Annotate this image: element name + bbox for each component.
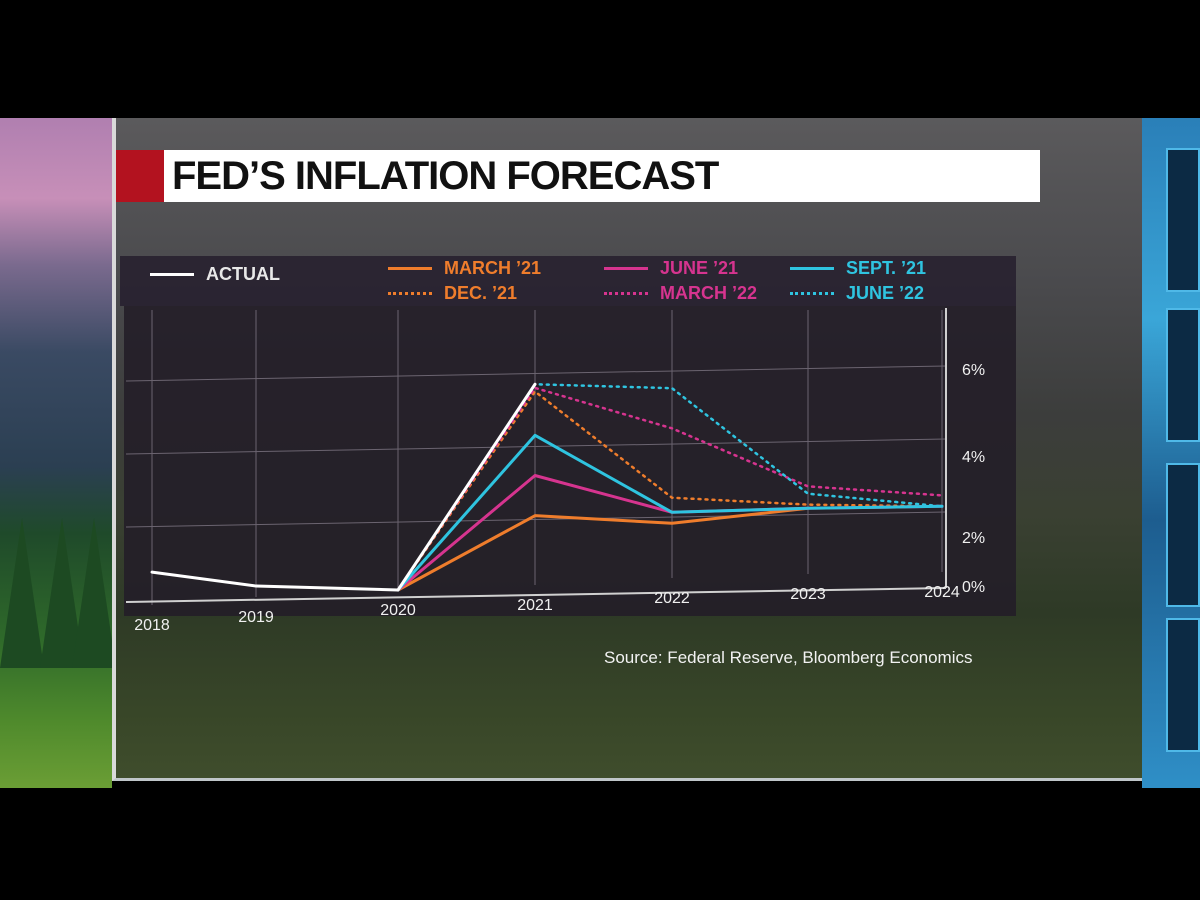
studio-scene: FED’S INFLATION FORECAST ACTUAL MARCH ’2… xyxy=(0,118,1200,788)
x-tick-label: 2022 xyxy=(654,590,690,607)
series-line-june-21 xyxy=(396,474,944,592)
series-line-actual xyxy=(150,382,537,592)
legend-item-sept21: SEPT. ’21 xyxy=(790,258,926,279)
legend-item-actual: ACTUAL xyxy=(150,264,280,285)
legend-swatch-june21 xyxy=(604,267,648,270)
y-tick-label: 4% xyxy=(962,449,985,466)
legend-item-dec21: DEC. ’21 xyxy=(388,283,517,304)
x-tick-label: 2024 xyxy=(924,584,960,601)
legend-swatch-march21 xyxy=(388,267,432,270)
grid-line-y xyxy=(125,438,947,455)
side-monitor xyxy=(1142,118,1200,788)
legend-label-march22: MARCH ’22 xyxy=(660,283,758,303)
legend-item-june21: JUNE ’21 xyxy=(604,258,738,279)
y-tick-label: 0% xyxy=(962,579,985,596)
x-tick-label: 2020 xyxy=(380,602,416,619)
legend-swatch-dec21 xyxy=(388,292,432,295)
chart-title: FED’S INFLATION FORECAST xyxy=(172,154,719,198)
title-bar xyxy=(164,150,1040,202)
legend-label-june22: JUNE ’22 xyxy=(846,283,925,303)
legend-panel xyxy=(120,256,1016,306)
series-line-march-22 xyxy=(396,386,944,592)
legend-swatch-june22 xyxy=(790,292,834,295)
series-line-march-21 xyxy=(396,506,810,592)
x-tick-label: 2019 xyxy=(238,609,274,626)
x-tick-label: 2023 xyxy=(790,586,826,603)
x-axis xyxy=(125,587,947,603)
legend-label-june21: JUNE ’21 xyxy=(660,258,739,278)
series-line-sept-21 xyxy=(396,433,944,592)
legend-label-march21: MARCH ’21 xyxy=(444,258,542,278)
series-line-dec-21 xyxy=(396,390,944,592)
inflation-chart: 2018 2019 2020 2021 2022 2023 2024 0% 2% 4% 6% xyxy=(125,308,985,634)
mountain-scenery xyxy=(0,118,116,788)
series-line-june-22 xyxy=(396,383,944,592)
plot-area xyxy=(124,306,1016,616)
legend-swatch-march22 xyxy=(604,292,648,295)
title-accent xyxy=(116,150,164,202)
legend-label-actual: ACTUAL xyxy=(206,264,280,284)
legend-item-march21: MARCH ’21 xyxy=(388,258,541,279)
legend-label-sept21: SEPT. ’21 xyxy=(846,258,927,278)
legend-label-dec21: DEC. ’21 xyxy=(444,283,518,303)
legend-swatch-actual xyxy=(150,273,194,276)
grid-line-y xyxy=(125,365,947,382)
legend-item-june22: JUNE ’22 xyxy=(790,283,924,304)
y-tick-label: 6% xyxy=(962,362,985,379)
y-tick-label: 2% xyxy=(962,530,985,547)
source-note: Source: Federal Reserve, Bloomberg Econo… xyxy=(604,648,973,667)
x-tick-label: 2018 xyxy=(134,617,170,634)
x-tick-label: 2021 xyxy=(517,597,553,614)
grid-line-y xyxy=(125,511,947,528)
legend-item-march22: MARCH ’22 xyxy=(604,283,757,304)
legend-swatch-sept21 xyxy=(790,267,834,270)
